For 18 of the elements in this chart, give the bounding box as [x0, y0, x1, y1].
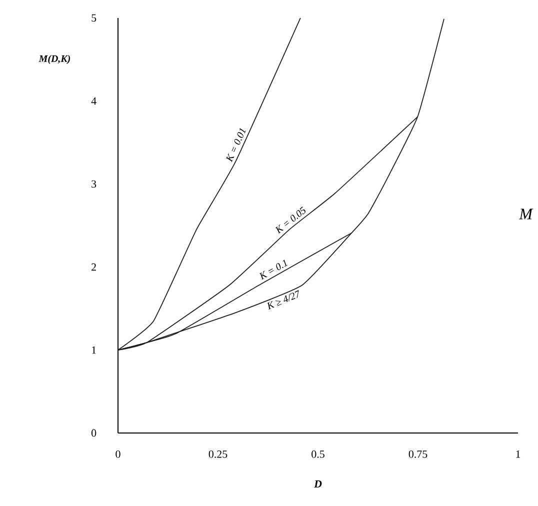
x-tick-label: 1 — [516, 450, 520, 458]
y-tick-label: 1 — [92, 346, 96, 354]
y-tick-label: 0 — [91, 429, 96, 437]
text: K = 0.05 — [275, 206, 306, 234]
text: K = 0.1 — [259, 260, 288, 280]
x-tick-label: 0.25 — [208, 450, 228, 458]
x-tick-label: 0.75 — [408, 450, 428, 458]
y-axis-title: M(D,K) — [38, 54, 70, 64]
y-tick-label: 2 — [92, 263, 96, 271]
text: K = 0.01 — [226, 128, 246, 162]
y-tick-label: 4 — [91, 97, 96, 105]
y-tick-label: 5 — [92, 14, 96, 22]
x-tick-label: 0.5 — [312, 450, 324, 458]
text: M — [519, 208, 534, 220]
y-tick-label: 3 — [92, 180, 96, 188]
x-axis-title: D — [314, 480, 322, 488]
x-tick-label: 0 — [116, 450, 120, 458]
text: K ≥ 4/27 — [267, 290, 299, 310]
